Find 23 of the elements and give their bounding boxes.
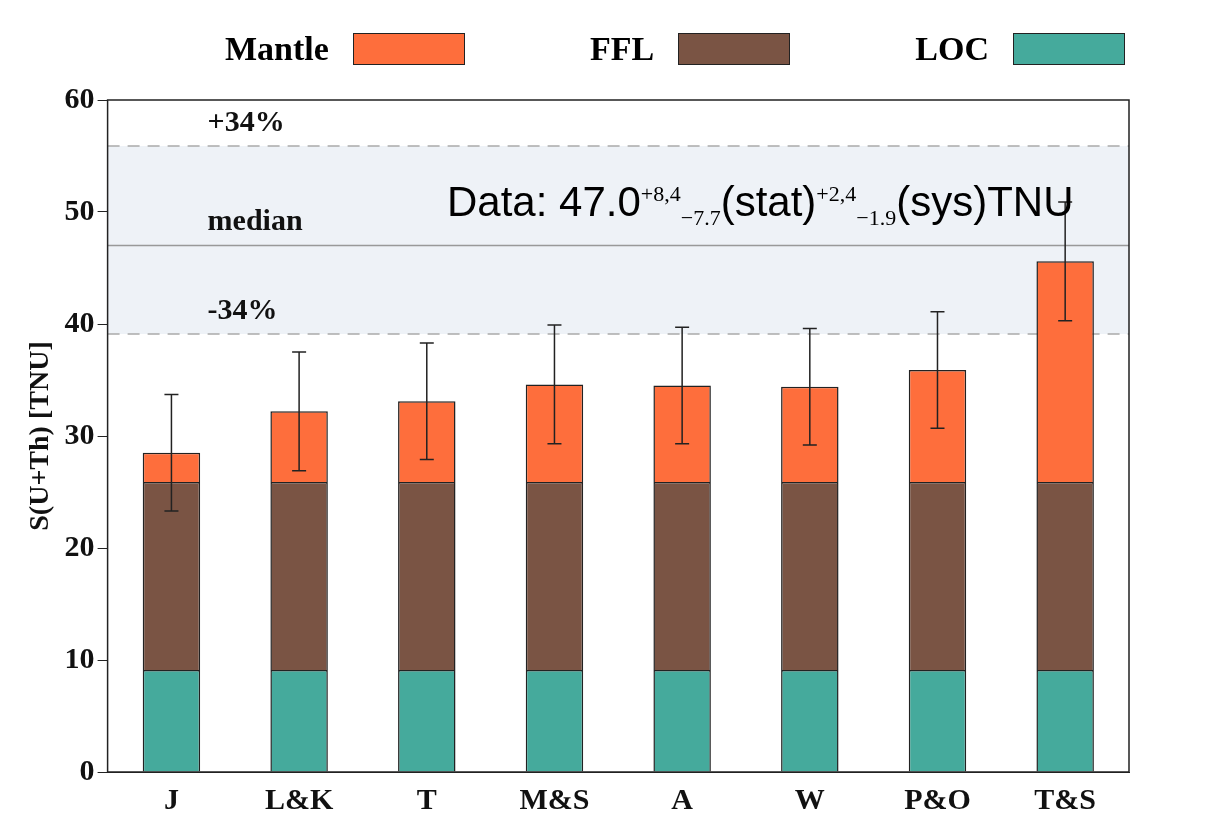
annotation: -34% [207, 291, 278, 325]
x-tick-label: M&S [519, 781, 590, 815]
y-tick-label: 30 [64, 416, 95, 450]
x-tick-label: J [163, 781, 179, 815]
y-tick-label: 40 [64, 304, 95, 338]
y-tick-label: 0 [79, 752, 95, 786]
y-axis-title: S(U+Th) [TNU] [23, 341, 55, 531]
x-tick-label: W [794, 781, 825, 815]
x-tick-label: A [671, 781, 694, 815]
x-tick-label: T [416, 781, 437, 815]
annotation: Data: 47.0$^{+8,4}$$_{−7.7}$(stat)$^{+2,4}$$_{−1.9}$(sys)TNU [447, 178, 1074, 231]
legend-label: FFL [589, 30, 655, 68]
annotation: +34% [207, 103, 285, 137]
x-tick-label: T&S [1034, 781, 1097, 815]
y-tick-label: 20 [64, 528, 95, 562]
x-tick-label: P&O [904, 781, 971, 815]
y-tick-label: 10 [64, 640, 95, 674]
legend-label: Mantle [225, 30, 329, 68]
y-tick-label: 50 [64, 192, 95, 226]
y-tick-label: 60 [64, 80, 95, 114]
ref-line-label: median [207, 203, 303, 237]
legend-label: LOC [915, 30, 989, 68]
x-tick-label: L&K [264, 781, 334, 815]
